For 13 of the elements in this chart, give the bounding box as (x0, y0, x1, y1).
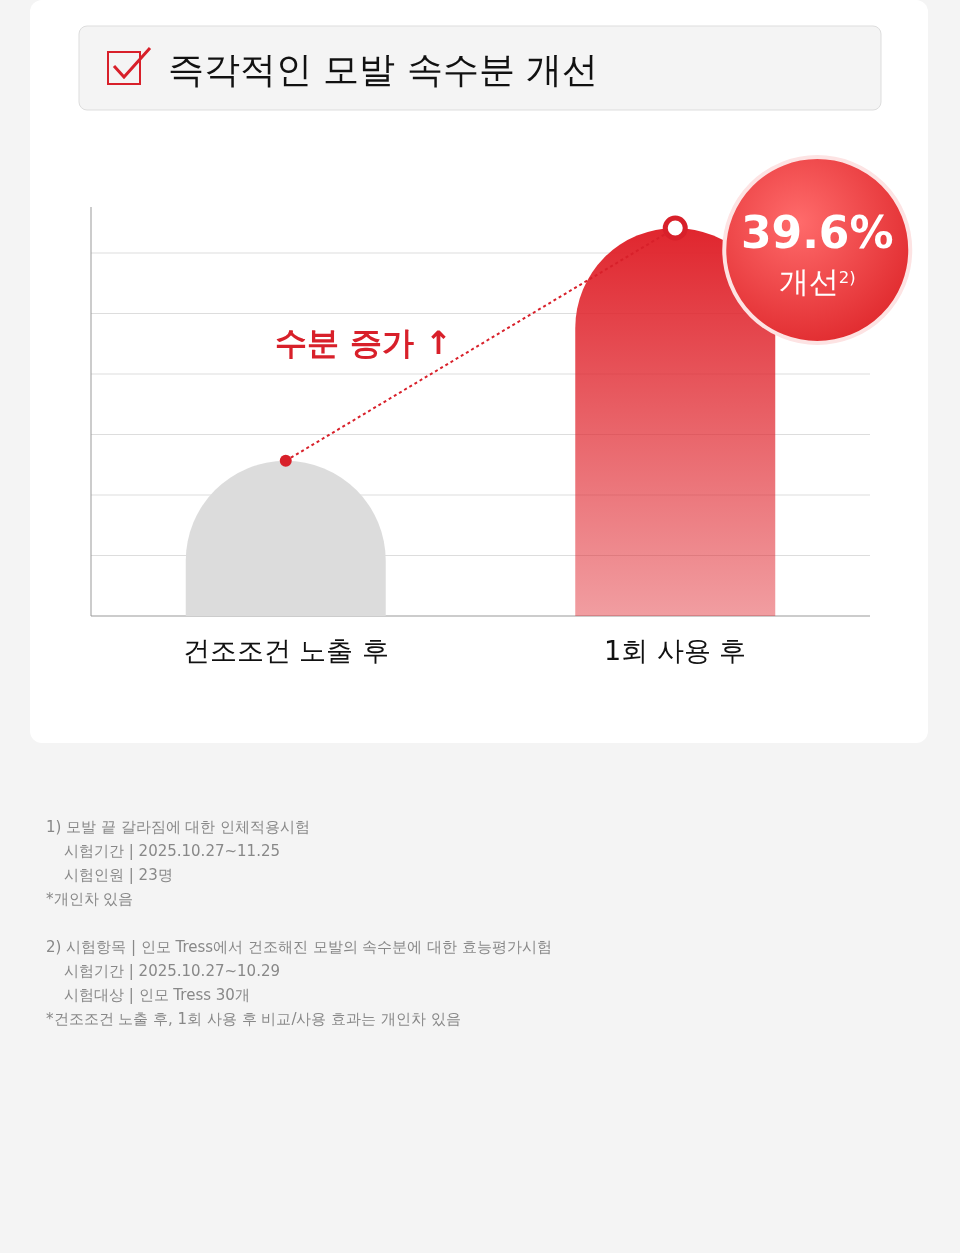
text: 시험기간 | 2025.10.27~10.29 (64, 962, 280, 980)
x-tick-label: 1회 사용 후 (604, 635, 747, 666)
annotation: 수분 증가 ↑ (275, 324, 453, 362)
chart-title: 즉각적인 모발 속수분 개선 (168, 49, 599, 90)
text: 2) 시험항목 | 인모 Tress에서 건조해진 모발의 속수분에 대한 효능평가시험 (46, 938, 553, 956)
x-tick-label: 건조조건 노출 후 (182, 635, 389, 666)
text: 시험대상 | 인모 Tress 30개 (64, 986, 250, 1004)
text: *개인차 있음 (46, 890, 134, 908)
text: 시험인원 | 23명 (64, 866, 173, 884)
text: 시험기간 | 2025.10.27~11.25 (64, 842, 280, 860)
text: *건조조건 노출 후, 1회 사용 후 비교/사용 효과는 개인차 있음 (46, 1010, 461, 1028)
text: 1) 모발 끝 갈라짐에 대한 인체적용시험 (46, 818, 311, 836)
annotation: 39.6% 개선$^{2)}$ (740, 207, 894, 299)
